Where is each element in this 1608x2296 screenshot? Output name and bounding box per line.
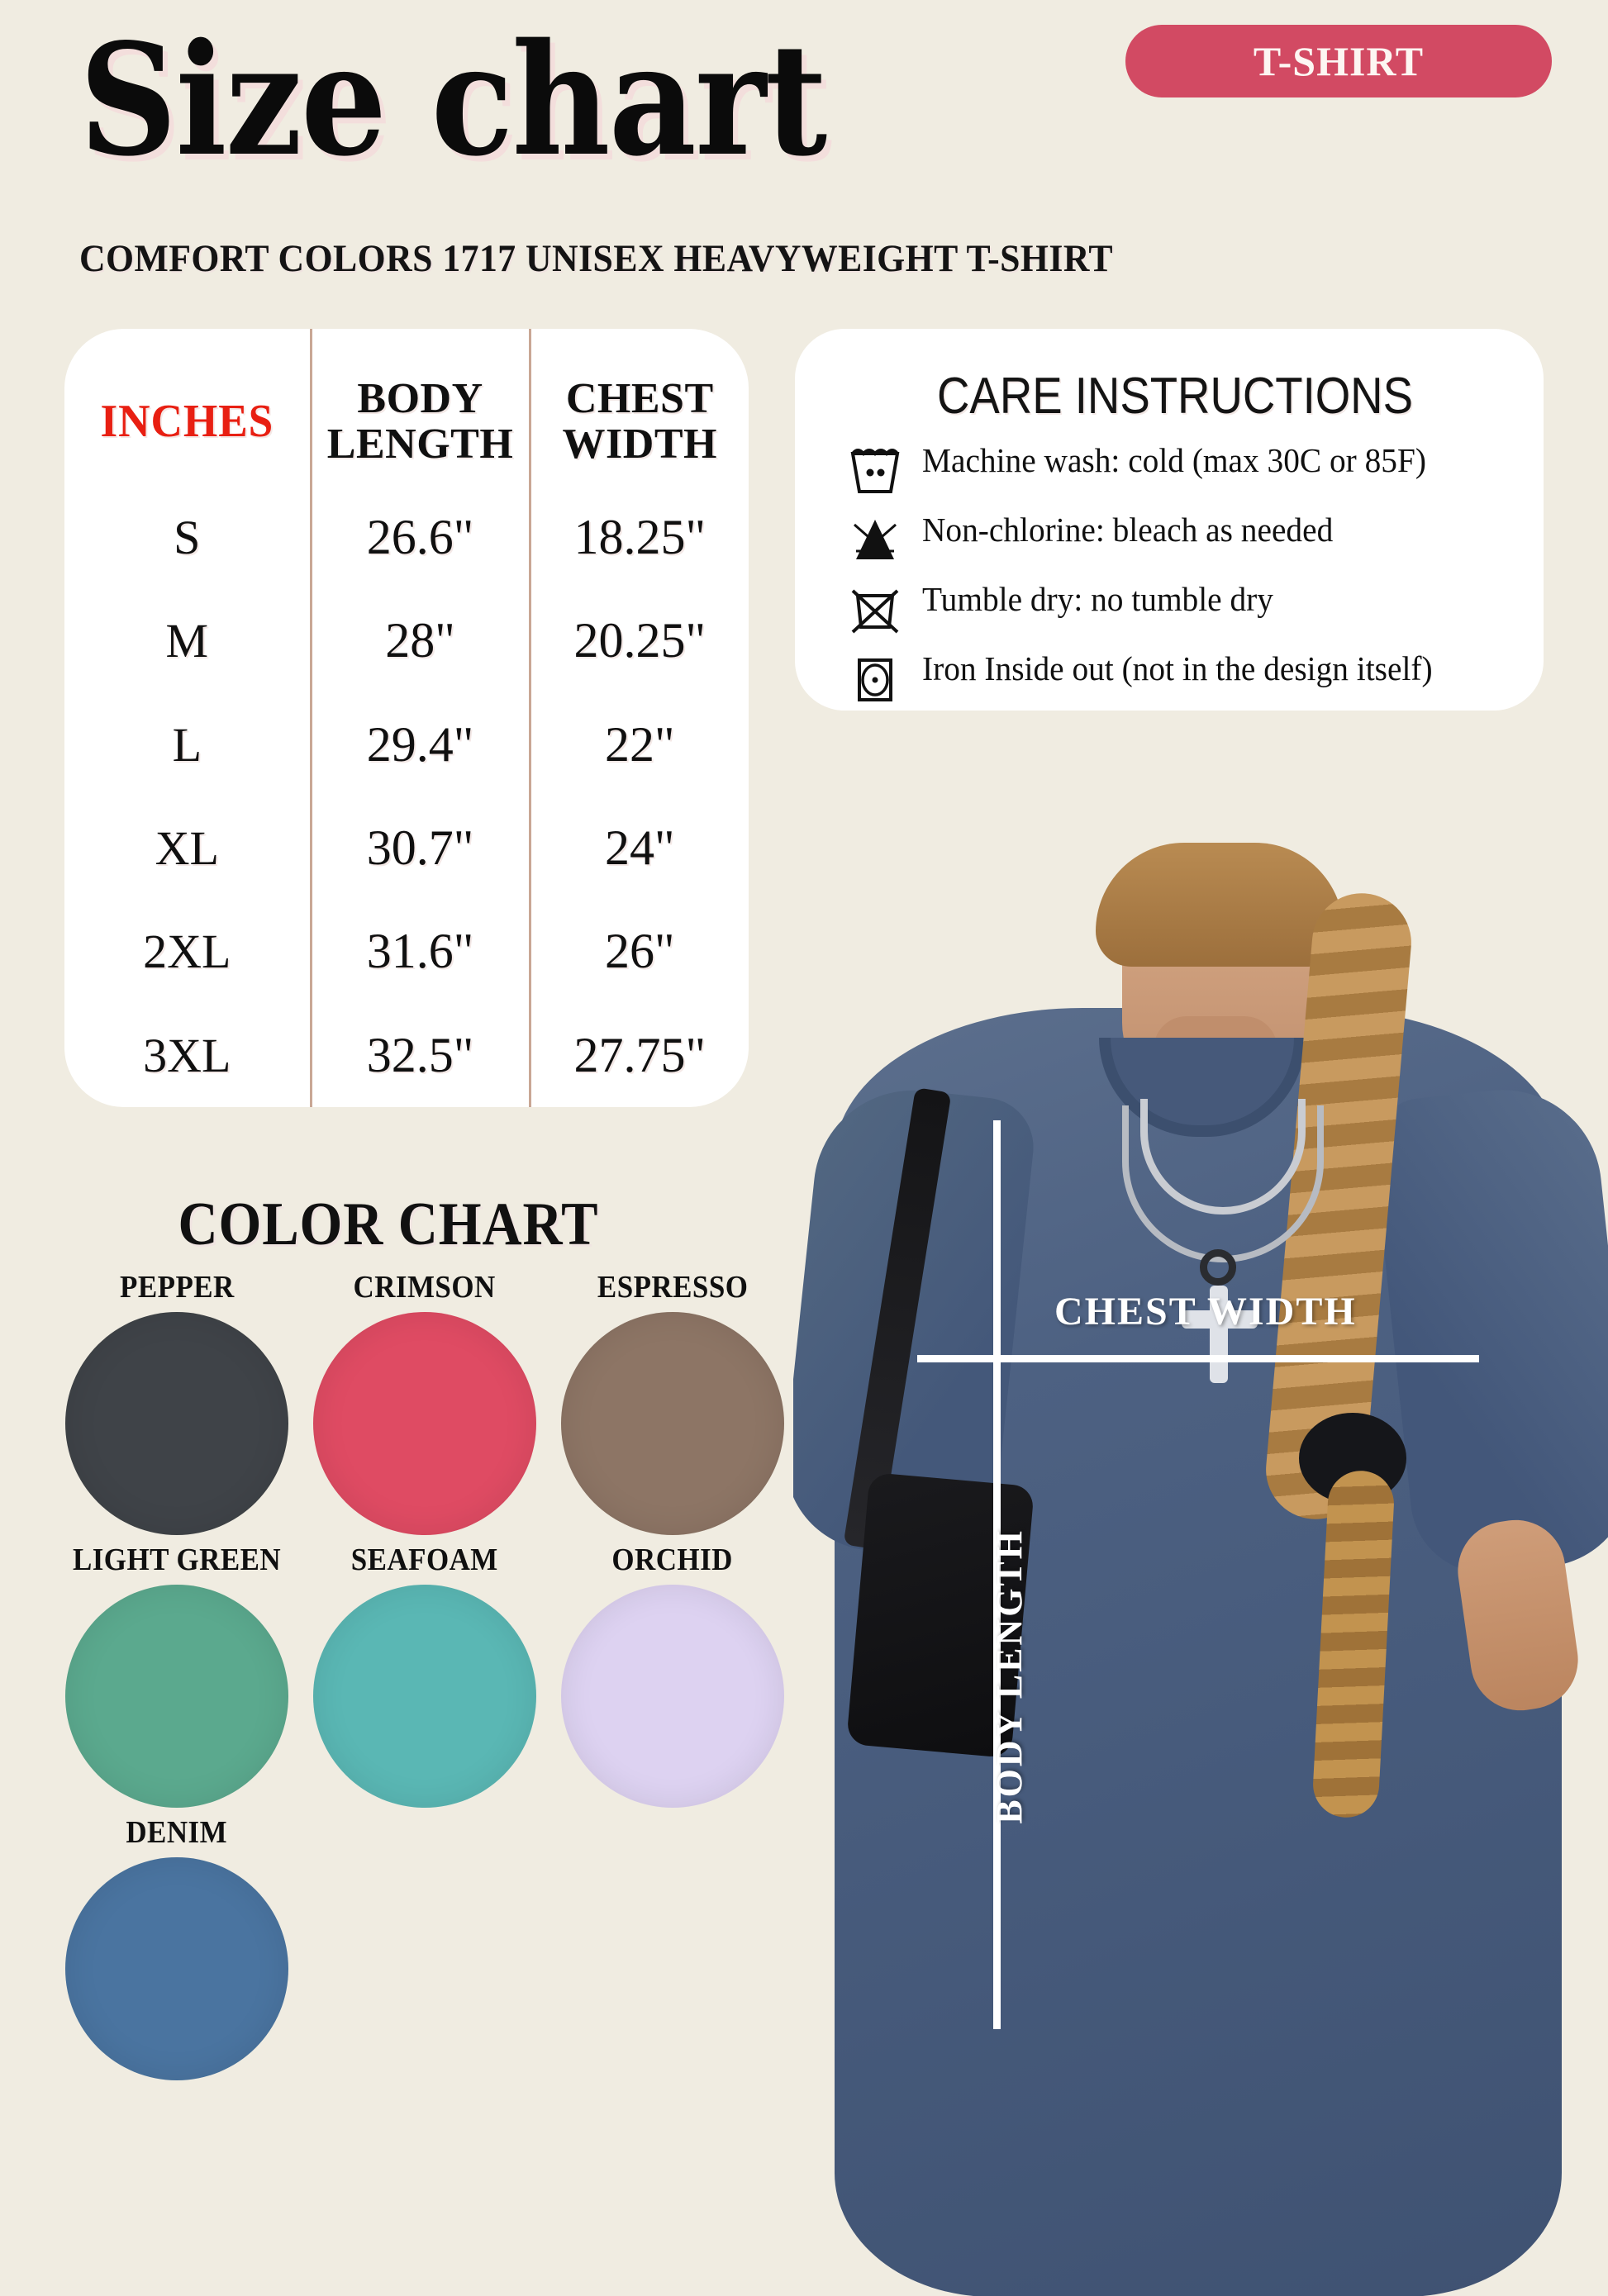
size-table: INCHES BODY LENGTH CHEST WIDTH S 26.6" 18.25… [64,329,749,1107]
chest-width-line [917,1355,1479,1362]
size-table-body: S 26.6" 18.25" M 28" 20.25" L 29.4" 22" XL 30.7" 24… [64,486,749,1107]
care-item-iron: Iron Inside out (not in the design itsel… [844,649,1506,710]
cell-body-length: 31.6" [309,900,530,1004]
cell-body-length: 30.7" [309,796,530,901]
cell-chest-width: 18.25" [528,486,749,590]
cell-body-length: 32.5" [309,1003,530,1107]
care-item-label: Tumble dry: no tumble dry [922,580,1273,618]
measurement-overlay: CHEST WIDTH BODY LENGTH [793,843,1608,2296]
color-swatch[interactable]: LIGHT GREEN [53,1542,301,1808]
product-type-badge-label: T-SHIRT [1253,38,1425,84]
color-swatch[interactable]: PEPPER [53,1269,301,1535]
color-swatch-label: DENIM [126,1815,228,1850]
cell-body-length: 29.4" [309,692,530,796]
size-table-card: INCHES BODY LENGTH CHEST WIDTH S 26.6" 18.25… [64,329,749,1107]
column-header-body-length: BODY LENGTH [309,329,530,486]
product-photo: CHEST WIDTH BODY LENGTH [793,843,1608,2296]
cross-pendant-horizontal [1182,1310,1258,1329]
color-chart-heading: COLOR CHART [178,1191,599,1258]
cell-chest-width: 24" [528,796,749,901]
color-swatch-dot [313,1585,536,1808]
cell-body-length: 26.6" [309,486,530,590]
color-swatch-dot [313,1312,536,1535]
machine-wash-icon [844,440,906,502]
bleach-triangle-icon [844,510,906,571]
care-item-label: Iron Inside out (not in the design itsel… [922,649,1433,687]
cell-chest-width: 20.25" [528,589,749,693]
care-item-machine-wash: Machine wash: cold (max 30C or 85F) [844,440,1506,502]
body-length-line [993,1120,1001,2029]
color-swatch-dot [561,1585,784,1808]
no-tumble-dry-icon [844,579,906,640]
color-swatch-label: LIGHT GREEN [72,1543,282,1577]
cell-size: L [172,717,202,772]
cell-body-length: 28" [309,589,530,693]
color-swatch-label: ESPRESSO [597,1270,749,1305]
iron-icon [844,649,906,710]
color-swatch-label: SEAFOAM [350,1543,499,1577]
cell-chest-width: 26" [528,900,749,1004]
care-instructions-heading: CARE INSTRUCTIONS [937,368,1413,425]
color-swatch-dot [561,1312,784,1535]
page-title: Size chart [79,9,827,190]
color-swatch[interactable]: DENIM [53,1814,301,2080]
column-header-inches: INCHES [100,396,274,447]
table-row: 2XL 31.6" 26" [64,900,749,1004]
color-swatch[interactable]: ORCHID [549,1542,797,1808]
color-swatch-dot [65,1585,288,1808]
table-row: S 26.6" 18.25" [64,486,749,590]
color-swatch-label: ORCHID [611,1543,734,1577]
color-swatch-label: CRIMSON [353,1270,497,1305]
color-swatch[interactable]: SEAFOAM [301,1542,549,1808]
color-swatch-label: PEPPER [119,1270,235,1305]
color-swatch[interactable]: CRIMSON [301,1269,549,1535]
table-row: L 29.4" 22" [64,692,749,796]
care-instructions-card: CARE INSTRUCTIONS Machine wash: cold (ma… [795,329,1544,711]
table-row: M 28" 20.25" [64,589,749,693]
table-header-row: INCHES BODY LENGTH CHEST WIDTH [64,329,749,486]
care-item-label: Non-chlorine: bleach as needed [922,511,1334,549]
care-item-bleach: Non-chlorine: bleach as needed [844,510,1506,571]
color-swatch-dot [65,1857,288,2080]
color-swatch-dot [65,1312,288,1535]
care-item-tumble-dry: Tumble dry: no tumble dry [844,579,1506,640]
cell-size: XL [155,821,219,876]
cell-size: S [174,511,201,565]
color-swatch[interactable]: ESPRESSO [549,1269,797,1535]
color-swatch-grid: PEPPER CRIMSON ESPRESSO LIGHT GREEN SEAFOAM O… [53,1269,797,2080]
body-length-label: BODY LENGTH [989,1528,1030,1824]
product-type-badge: T-SHIRT [1125,25,1552,97]
cell-size: M [165,614,209,668]
necklace-ring [1200,1249,1236,1286]
column-header-chest-width: CHEST WIDTH [528,329,749,486]
cell-size: 2XL [143,925,231,979]
cell-chest-width: 27.75" [528,1003,749,1107]
cell-size: 3XL [143,1028,231,1082]
table-row: 3XL 32.5" 27.75" [64,1003,749,1107]
care-item-label: Machine wash: cold (max 30C or 85F) [922,441,1426,479]
chest-width-label: CHEST WIDTH [1054,1290,1357,1333]
table-row: XL 30.7" 24" [64,796,749,901]
cell-chest-width: 22" [528,692,749,796]
page-subtitle: COMFORT COLORS 1717 UNISEX HEAVYWEIGHT T… [79,237,1113,280]
model-hair [1096,843,1344,967]
